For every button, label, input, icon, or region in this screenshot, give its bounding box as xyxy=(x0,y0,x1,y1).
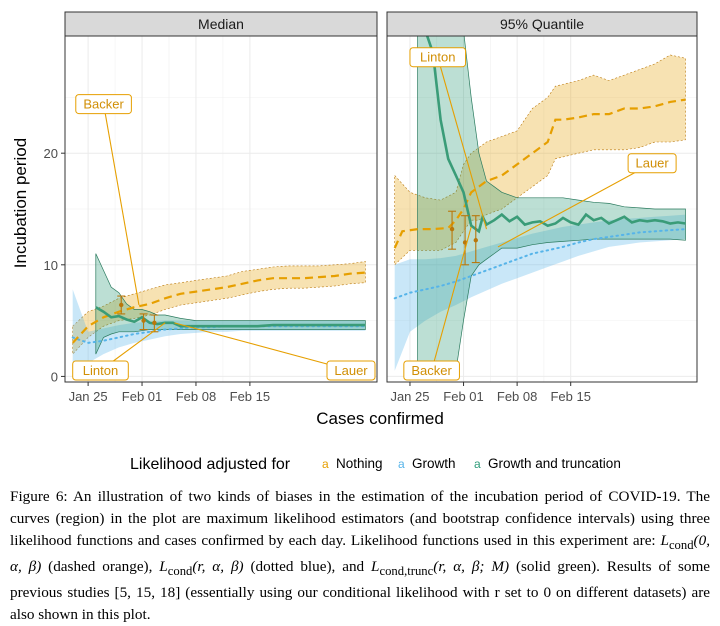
band-nothing xyxy=(72,261,366,355)
x-tick-label: Feb 15 xyxy=(230,389,270,404)
panel-strip xyxy=(386,11,698,37)
annotation-box xyxy=(409,47,467,68)
annotation-label: Linton xyxy=(420,50,455,65)
annotation-label: Backer xyxy=(83,97,124,112)
annotation-label: Lauer xyxy=(635,156,669,171)
legend-item: a Growth xyxy=(398,456,456,471)
figure-caption: Figure 6: An illustration of two kinds o… xyxy=(10,486,710,626)
x-tick-label: Feb 08 xyxy=(176,389,216,404)
x-tick-label: Feb 01 xyxy=(122,389,162,404)
annotation-leader xyxy=(431,226,472,371)
panel-border xyxy=(386,35,698,383)
band-growth xyxy=(72,289,366,371)
panel-title: 95% Quantile xyxy=(500,16,584,32)
study-point xyxy=(152,320,157,326)
annotation-leader xyxy=(497,162,653,248)
caption-formula-2: Lcond(r, α, β) xyxy=(159,558,244,579)
annotation-label: Backer xyxy=(411,363,452,378)
legend: Likelihood adjusted for a Nothing a Growth a… xyxy=(130,456,621,473)
study-annotation: Linton xyxy=(409,47,488,230)
annotation-leader xyxy=(174,322,352,372)
incubation-figure: Median Jan 25 Feb 01 Feb 08 Feb 15 0 10 20 Backe… xyxy=(11,11,698,473)
study-annotation: Lauer xyxy=(174,322,376,381)
caption-and: and xyxy=(342,558,365,576)
x-tick-label: Jan 25 xyxy=(69,389,108,404)
annotation-box xyxy=(326,360,376,381)
legend-label: Growth xyxy=(412,456,456,471)
study-point xyxy=(473,238,478,243)
study-annotation: Lauer xyxy=(497,153,677,248)
legend-key: a xyxy=(474,457,481,471)
annotation-box xyxy=(72,360,129,381)
caption-desc-3: (solid green). Results of some previous … xyxy=(10,558,711,624)
annotation-label: Lauer xyxy=(334,363,368,378)
panel-95-quantile: 95% Quantile Jan 25 Feb 01 Feb 08 Feb 15 Lint… xyxy=(386,11,698,404)
study-errorbar xyxy=(471,215,480,264)
line-growth xyxy=(393,228,687,300)
study-annotation: Backer xyxy=(75,94,140,306)
study-point xyxy=(141,318,146,323)
plot-area xyxy=(393,36,687,372)
legend-key: a xyxy=(322,457,329,471)
legend-key: a xyxy=(398,457,405,471)
y-tick-label: 10 xyxy=(44,258,58,273)
study-errorbar xyxy=(461,215,470,266)
panel-strip xyxy=(64,11,378,37)
panel-title: Median xyxy=(198,16,244,32)
study-errorbar xyxy=(448,210,457,250)
caption-figure-label: Figure 6: xyxy=(10,488,68,505)
gridlines xyxy=(387,36,697,382)
annotation-leader xyxy=(103,103,140,306)
study-errorbar xyxy=(139,313,148,331)
legend-label: Nothing xyxy=(336,456,383,471)
caption-formula-1: Lcond(0, α, β) xyxy=(10,532,710,576)
study-annotation: Backer xyxy=(403,226,472,381)
band-growth xyxy=(394,214,686,371)
annotation-box xyxy=(627,153,677,174)
study-point xyxy=(119,302,124,308)
study-annotation: Linton xyxy=(72,322,166,381)
line-growth-and-truncation xyxy=(425,36,686,234)
study-errorbar xyxy=(150,314,159,333)
x-tick-label: Feb 01 xyxy=(443,389,483,404)
annotation-label: Linton xyxy=(83,363,118,378)
annotation-box xyxy=(75,94,132,115)
band-growth-and-truncation xyxy=(417,36,686,372)
caption-desc-1: (dashed orange), xyxy=(48,558,153,576)
y-axis-title: Incubation period xyxy=(11,138,30,268)
x-tick-label: Feb 15 xyxy=(550,389,590,404)
y-tick-label: 20 xyxy=(44,146,58,161)
panel-border xyxy=(64,35,378,383)
caption-intro: An illustration of two kinds of biases i… xyxy=(10,488,710,549)
panel-median: Median Jan 25 Feb 01 Feb 08 Feb 15 0 10 20 Backe… xyxy=(44,11,378,404)
study-point xyxy=(449,226,455,232)
x-tick-label: Jan 25 xyxy=(390,389,429,404)
y-tick-label: 0 xyxy=(51,369,58,384)
legend-title: Likelihood adjusted for xyxy=(130,456,291,473)
annotation-box xyxy=(403,360,460,381)
line-nothing xyxy=(393,98,686,249)
legend-item: a Nothing xyxy=(322,456,383,471)
x-tick-label: Feb 08 xyxy=(497,389,537,404)
x-axis-title: Cases confirmed xyxy=(316,409,444,428)
annotation-leader xyxy=(437,57,488,230)
caption-desc-2: (dotted blue), xyxy=(250,558,336,576)
axis-titles: Incubation period Cases confirmed xyxy=(11,138,444,428)
legend-label: Growth and truncation xyxy=(488,456,621,471)
study-errorbar xyxy=(117,295,126,315)
legend-item: a Growth and truncation xyxy=(474,456,621,471)
caption-formula-3: Lcond,trunc(r, α, β; M) xyxy=(371,558,510,579)
